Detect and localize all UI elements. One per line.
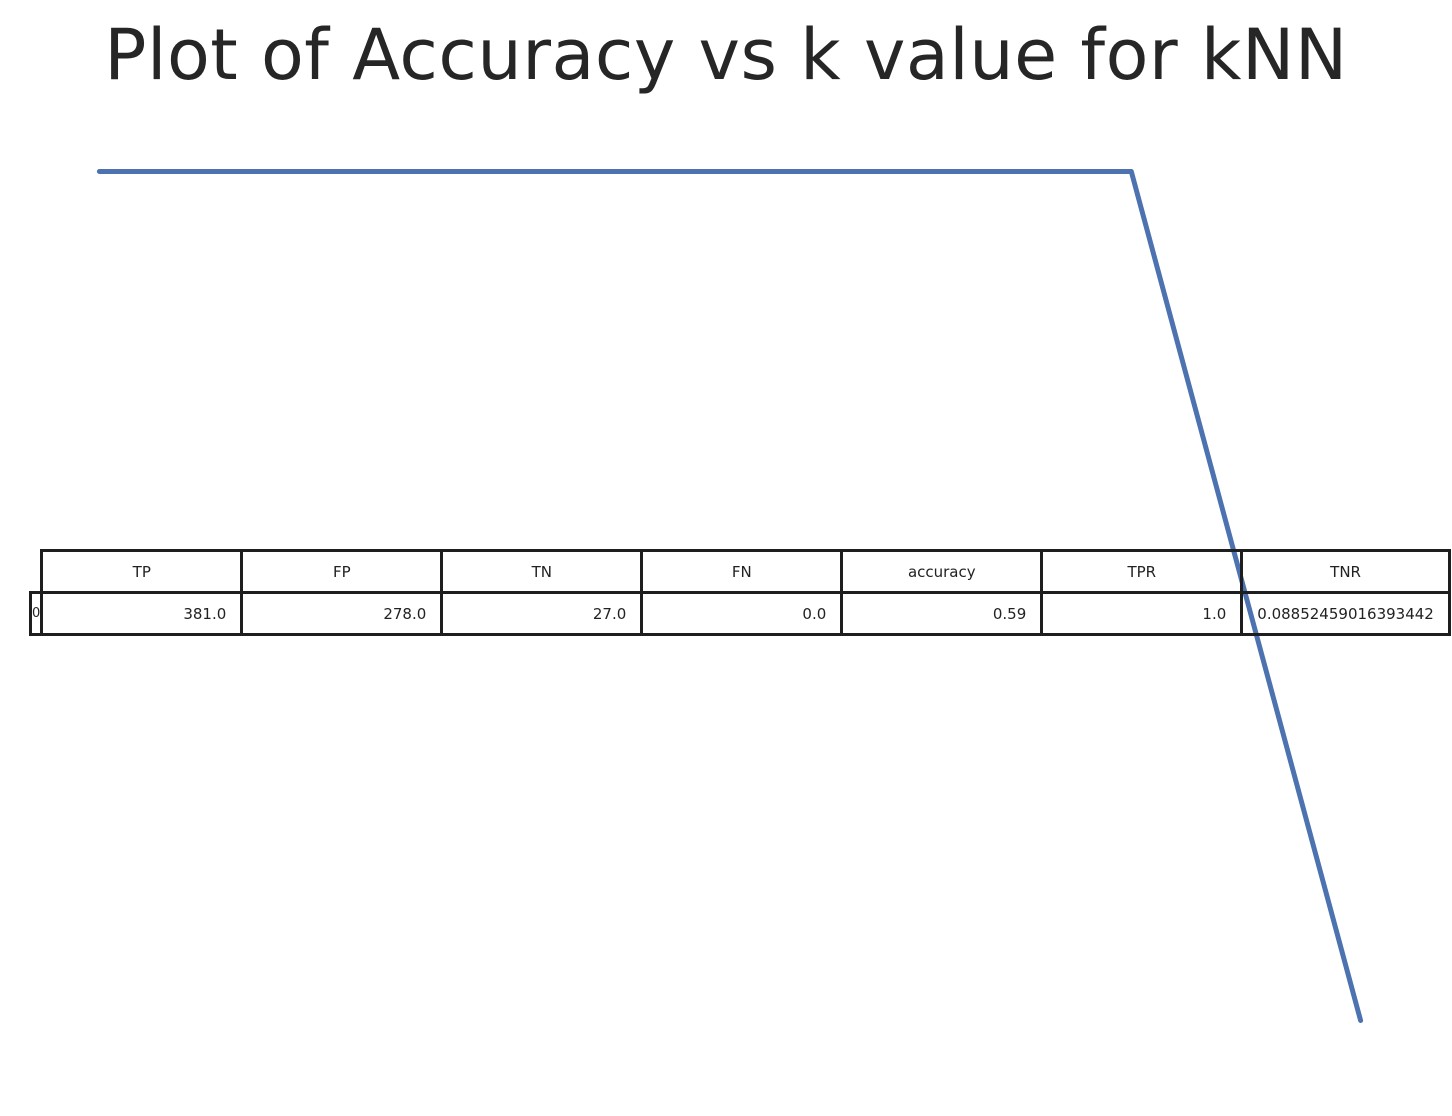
series-layer [96,169,1364,1023]
column-header: FN [640,549,844,594]
table-cell: 278.0 [240,591,444,636]
table-cell: 0.59 [840,591,1044,636]
table-cell: 27.0 [440,591,644,636]
table-cell: 0.0 [640,591,844,636]
table-cell: 0.08852459016393442 [1240,591,1451,636]
table-cell: 381.0 [40,591,244,636]
table-cell: 1.0 [1040,591,1244,636]
column-header: accuracy [840,549,1044,594]
table-header-row: TP FP TN FN accuracy TPR TNR [31,549,1451,594]
chart-title: Plot of Accuracy vs k value for kNN [104,14,1348,96]
row-index: 0 [28,591,44,636]
series-line [96,169,1364,1023]
column-header: TNR [1240,549,1451,594]
index-header [31,551,42,593]
table-row: 0 381.0 278.0 27.0 0.0 0.59 1.0 0.088524… [28,591,1451,636]
column-header: TPR [1040,549,1244,594]
column-header: TP [40,549,244,594]
column-header: FP [240,549,444,594]
metrics-table: TP FP TN FN accuracy TPR TNR 0 381.0 278… [28,549,1451,636]
column-header: TN [440,549,644,594]
